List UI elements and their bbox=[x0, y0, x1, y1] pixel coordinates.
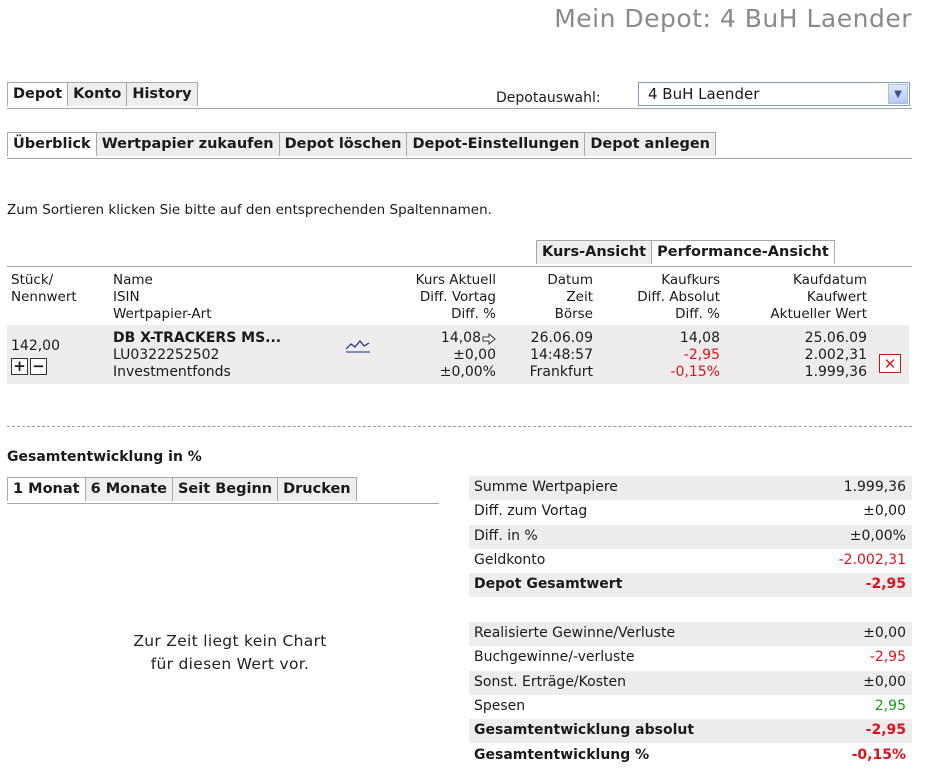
summary-row: Geldkonto -2.002,31 bbox=[469, 549, 912, 573]
section-title: Gesamtentwicklung in % bbox=[7, 449, 202, 465]
sub-tabs: Überblick Wertpapier zukaufen Depot lösc… bbox=[7, 132, 716, 156]
position-isin: LU0322252502 bbox=[113, 347, 220, 363]
position-kaufwert: 2.002,31 bbox=[804, 347, 867, 363]
col-stueck-header[interactable]: Stück/ Nennwert bbox=[11, 272, 77, 305]
summary-row: Summe Wertpapiere 1.999,36 bbox=[469, 476, 912, 500]
summary-row: Buchgewinne/-verluste -2,95 bbox=[469, 646, 912, 670]
summary-row: Realisierte Gewinne/Verluste ±0,00 bbox=[469, 622, 912, 646]
add-button[interactable]: + bbox=[11, 358, 28, 375]
summary-value: ±0,00% bbox=[849, 527, 906, 544]
summary-label: Buchgewinne/-verluste bbox=[474, 649, 635, 666]
tab-6-monate[interactable]: 6 Monate bbox=[85, 477, 173, 501]
depotauswahl-label: Depotauswahl: bbox=[496, 90, 601, 106]
chevron-down-icon[interactable]: ▼ bbox=[888, 84, 908, 104]
position-art: Investmentfonds bbox=[113, 364, 231, 380]
period-tabs: 1 Monat 6 Monate Seit Beginn Drucken bbox=[7, 477, 357, 501]
tab-kurs-ansicht[interactable]: Kurs-Ansicht bbox=[536, 240, 653, 264]
summary-label: Spesen bbox=[474, 697, 526, 714]
col-kaufkurs-header[interactable]: Kaufkurs Diff. Absolut Diff. % bbox=[637, 272, 720, 322]
remove-button[interactable]: − bbox=[30, 358, 47, 375]
summary-value: 2,95 bbox=[874, 697, 906, 714]
summary-row: Sonst. Erträge/Kosten ±0,00 bbox=[469, 670, 912, 695]
main-tabs-divider bbox=[7, 108, 912, 109]
section-divider bbox=[7, 426, 912, 427]
summary-label: Gesamtentwicklung absolut bbox=[474, 722, 695, 739]
tab-ueberblick[interactable]: Überblick bbox=[7, 132, 97, 156]
summary-row: Spesen 2,95 bbox=[469, 695, 912, 719]
summary-value: -2,95 bbox=[865, 722, 906, 739]
position-kurs-aktuell-cell: 14,08 bbox=[441, 330, 496, 347]
col-name-header[interactable]: Name ISIN Wertpapier-Art bbox=[113, 272, 212, 322]
view-tabs: Kurs-Ansicht Performance-Ansicht bbox=[536, 240, 835, 264]
tab-wertpapier-zukaufen[interactable]: Wertpapier zukaufen bbox=[96, 132, 280, 156]
view-tabs-divider bbox=[7, 266, 912, 267]
position-kaufdatum: 25.06.09 bbox=[804, 330, 867, 346]
tab-performance-ansicht[interactable]: Performance-Ansicht bbox=[652, 240, 835, 264]
col-kurs-header[interactable]: Kurs Aktuell Diff. Vortag Diff. % bbox=[415, 272, 496, 322]
position-kurs-aktuell: 14,08 bbox=[440, 330, 481, 346]
position-diff-pct: ±0,00% bbox=[439, 364, 496, 380]
page-title: Mein Depot: 4 BuH Laender bbox=[554, 4, 912, 33]
delete-position-button[interactable]: ✕ bbox=[879, 354, 901, 373]
tab-depot-einstellungen[interactable]: Depot-Einstellungen bbox=[407, 132, 586, 156]
summary-label: Summe Wertpapiere bbox=[474, 479, 618, 495]
depot-select[interactable]: 4 BuH Laender ▼ bbox=[638, 82, 910, 106]
tab-history[interactable]: History bbox=[127, 82, 198, 106]
summary-value: -2,95 bbox=[865, 576, 906, 593]
summary-value: -2.002,31 bbox=[838, 551, 906, 568]
sort-hint: Zum Sortieren klicken Sie bitte auf den … bbox=[7, 202, 492, 218]
summary-label: Geldkonto bbox=[474, 551, 546, 568]
summary-label: Realisierte Gewinne/Verluste bbox=[474, 625, 676, 641]
period-tabs-divider bbox=[7, 503, 439, 504]
summary-row: Depot Gesamtwert -2,95 bbox=[469, 573, 912, 598]
position-diff-pct-kauf: -0,15% bbox=[670, 364, 720, 380]
summary-value: ±0,00 bbox=[863, 503, 906, 520]
summary-value: ±0,00 bbox=[863, 625, 906, 641]
tab-konto[interactable]: Konto bbox=[68, 82, 128, 106]
summary-value: -0,15% bbox=[851, 746, 906, 763]
position-diff-vortag: ±0,00 bbox=[453, 347, 496, 363]
chart-icon[interactable] bbox=[345, 339, 371, 353]
tab-depot-anlegen[interactable]: Depot anlegen bbox=[585, 132, 716, 156]
sub-tabs-divider bbox=[7, 158, 912, 159]
position-name-link[interactable]: DB X-TRACKERS MS... bbox=[113, 330, 282, 346]
position-kaufkurs: 14,08 bbox=[679, 330, 720, 346]
position-zeit: 14:48:57 bbox=[530, 347, 593, 363]
position-stueck: 142,00 bbox=[11, 338, 60, 354]
position-boerse: Frankfurt bbox=[529, 364, 593, 380]
no-chart-message: Zur Zeit liegt kein Chart für diesen Wer… bbox=[133, 632, 327, 673]
position-aktueller-wert: 1.999,36 bbox=[804, 364, 867, 380]
main-tabs: Depot Konto History bbox=[7, 82, 198, 106]
summary-label: Sonst. Erträge/Kosten bbox=[474, 673, 626, 690]
summary-row: Gesamtentwicklung absolut -2,95 bbox=[469, 719, 912, 744]
tab-1-monat[interactable]: 1 Monat bbox=[7, 477, 86, 501]
summary-row: Diff. zum Vortag ±0,00 bbox=[469, 500, 912, 524]
summary-value: -2,95 bbox=[869, 649, 906, 666]
summary-label: Diff. in % bbox=[474, 527, 538, 544]
summary-label: Depot Gesamtwert bbox=[474, 576, 623, 593]
table-row bbox=[7, 325, 909, 384]
summary-value: 1.999,36 bbox=[843, 479, 906, 495]
arrow-right-icon bbox=[482, 332, 496, 345]
tab-depot[interactable]: Depot bbox=[7, 82, 69, 106]
col-datum-header[interactable]: Datum Zeit Börse bbox=[547, 272, 593, 322]
summary-label: Gesamtentwicklung % bbox=[474, 746, 650, 763]
tab-depot-loeschen[interactable]: Depot löschen bbox=[279, 132, 408, 156]
summary-label: Diff. zum Vortag bbox=[474, 503, 588, 520]
depot-select-value: 4 BuH Laender bbox=[648, 85, 760, 103]
tab-seit-beginn[interactable]: Seit Beginn bbox=[172, 477, 279, 501]
summary-row: Diff. in % ±0,00% bbox=[469, 524, 912, 549]
col-kaufdatum-header[interactable]: Kaufdatum Kaufwert Aktueller Wert bbox=[770, 272, 867, 322]
summary-row: Gesamtentwicklung % -0,15% bbox=[469, 744, 912, 768]
summary-value: ±0,00 bbox=[863, 673, 906, 690]
tab-drucken[interactable]: Drucken bbox=[278, 477, 357, 501]
position-diff-absolut: -2,95 bbox=[683, 347, 720, 363]
position-datum: 26.06.09 bbox=[530, 330, 593, 346]
